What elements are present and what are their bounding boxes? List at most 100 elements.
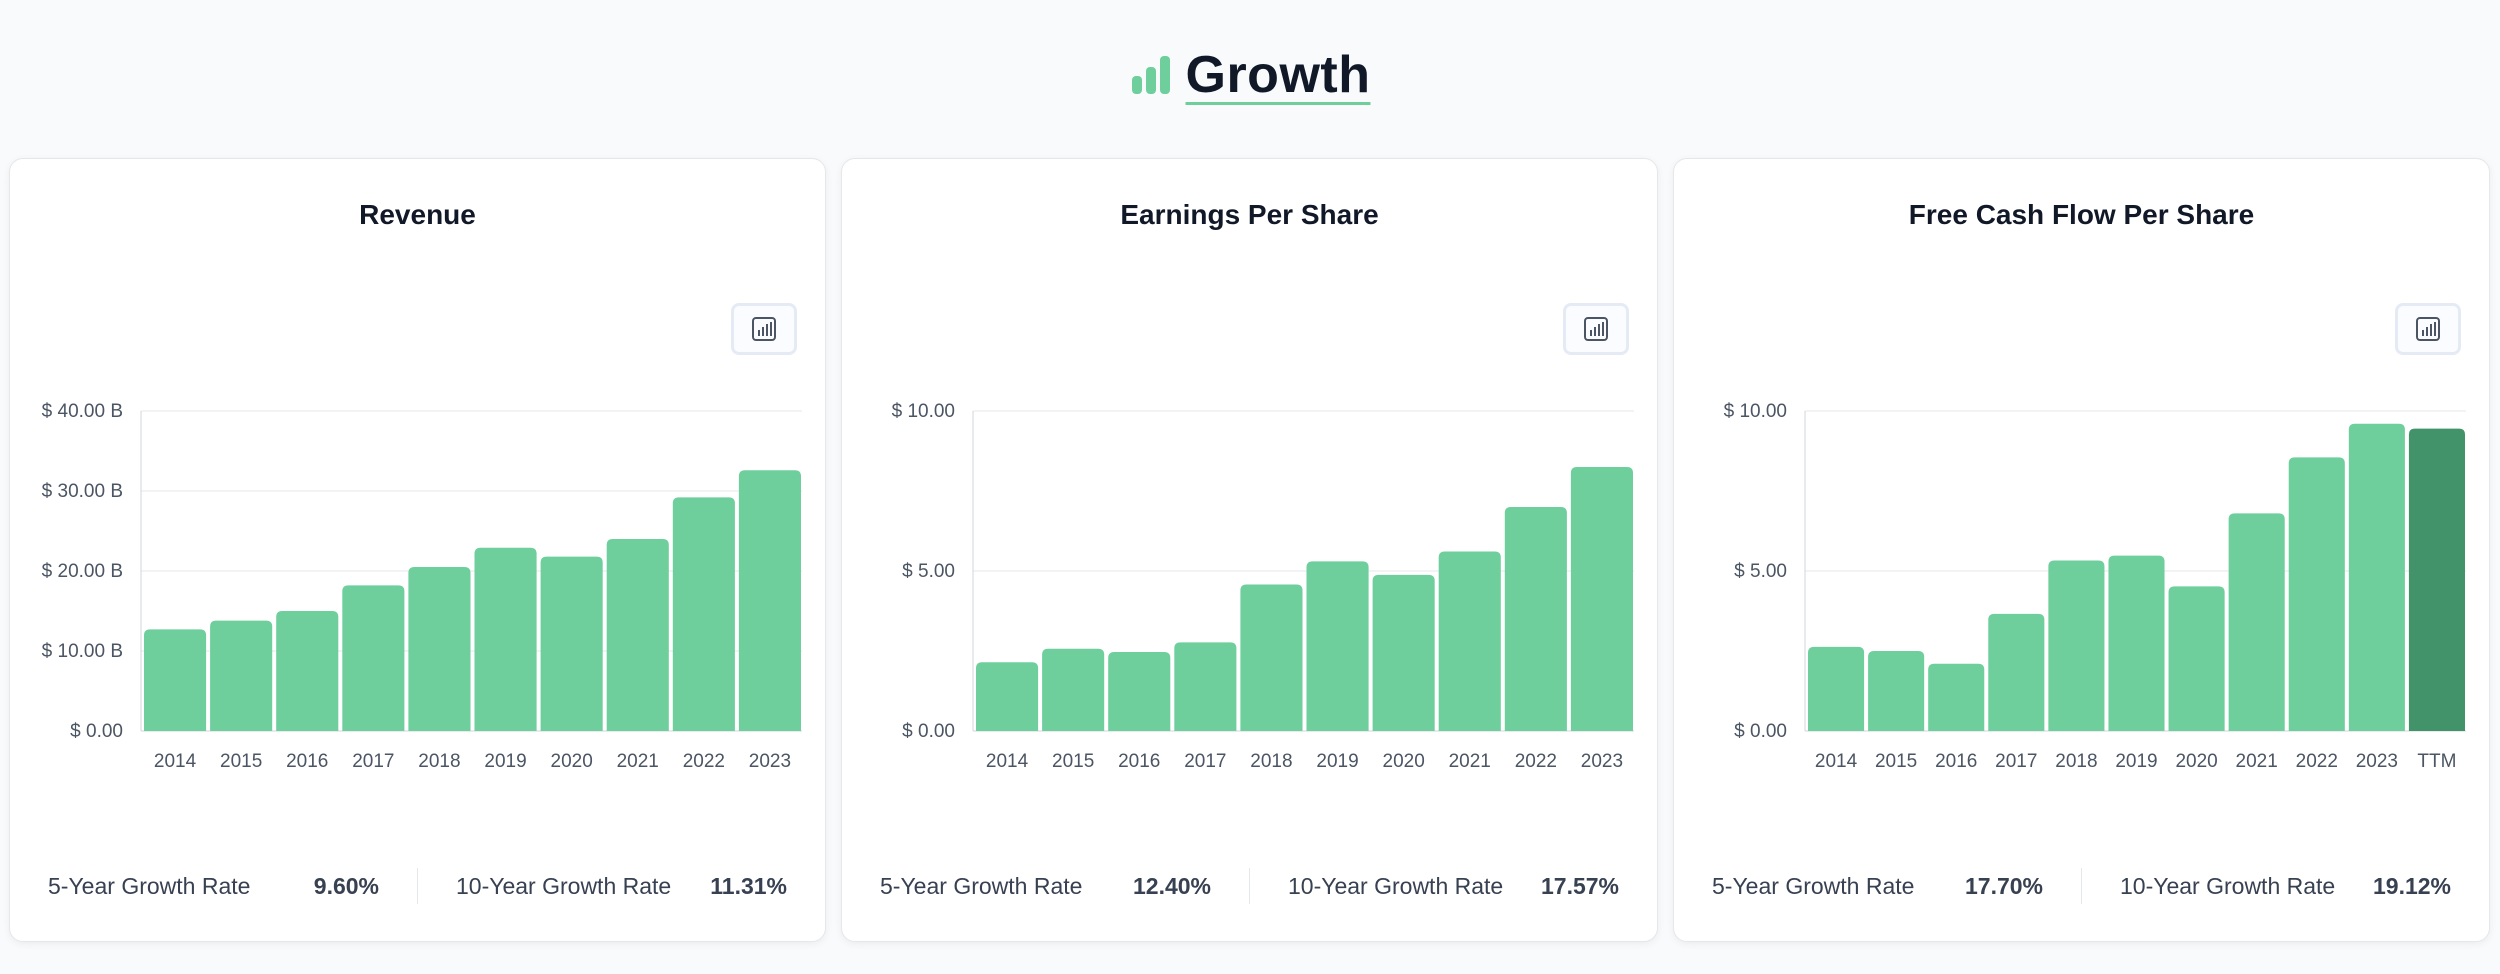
card-eps: Earnings Per Share $ 0.00 $ 5.00 $ 10.00 20… <box>841 158 1658 942</box>
x-tick-label: 2017 <box>1184 751 1226 772</box>
x-tick-label: 2014 <box>1815 751 1858 772</box>
chart-view-button[interactable] <box>1563 303 1629 355</box>
five-year-label: 5-Year Growth Rate <box>1712 872 1915 899</box>
bar-2017[interactable] <box>1988 613 2045 731</box>
x-tick-label: 2023 <box>2356 751 2398 772</box>
bar-2020[interactable] <box>1372 574 1435 731</box>
revenue-chart: $ 0.00 $ 10.00 B $ 20.00 B $ 30.00 B $ 40.00… <box>42 401 802 772</box>
y-tick-label: $ 30.00 B <box>42 481 123 502</box>
bar-2017[interactable] <box>1174 642 1237 731</box>
bar-2018[interactable] <box>1240 584 1303 731</box>
divider <box>2081 868 2082 904</box>
five-year-label: 5-Year Growth Rate <box>48 872 251 899</box>
x-tick-label: TTM <box>2417 751 2456 772</box>
bar-2014[interactable] <box>976 662 1039 731</box>
bar-2015[interactable] <box>210 620 273 731</box>
chart-view-button[interactable] <box>731 303 797 355</box>
divider <box>1249 868 1250 904</box>
divider <box>417 868 418 904</box>
ten-year-value: 19.12% <box>2372 872 2451 899</box>
bar-2016[interactable] <box>1108 651 1171 731</box>
bar-TTM[interactable] <box>2408 428 2465 731</box>
x-tick-label: 2021 <box>2236 751 2278 772</box>
bar-2014[interactable] <box>144 629 207 731</box>
y-tick-label: $ 10.00 <box>892 401 955 422</box>
bar-chart-icon <box>1584 317 1608 341</box>
bar-2019[interactable] <box>2108 555 2165 731</box>
card-title: Earnings Per Share <box>1120 199 1379 230</box>
x-tick-label: 2020 <box>1383 751 1425 772</box>
bar-2023[interactable] <box>1570 467 1633 731</box>
ten-year-rate: 10-Year Growth Rate 17.57% <box>1250 873 1657 900</box>
bar-2021[interactable] <box>2228 513 2285 731</box>
x-tick-label: 2015 <box>220 751 262 772</box>
bar-2018[interactable] <box>408 567 471 731</box>
growth-rates: 5-Year Growth Rate 9.60% 10-Year Growth … <box>10 831 825 941</box>
x-tick-label: 2016 <box>1935 751 1977 772</box>
page-header: Growth <box>0 0 2500 150</box>
bar-2014[interactable] <box>1808 646 1865 731</box>
x-tick-label: 2020 <box>551 751 593 772</box>
bar-2019[interactable] <box>474 547 537 731</box>
x-tick-label: 2021 <box>1449 751 1491 772</box>
eps-chart: $ 0.00 $ 5.00 $ 10.00 2014 2015 2016 2017 2018 2… <box>892 401 1634 772</box>
bar-2016[interactable] <box>276 611 339 731</box>
y-tick-label: $ 20.00 B <box>42 561 123 582</box>
x-tick-label: 2022 <box>683 751 725 772</box>
bar-2019[interactable] <box>1306 561 1369 731</box>
bar-2015[interactable] <box>1868 651 1925 731</box>
five-year-label: 5-Year Growth Rate <box>880 872 1083 899</box>
five-year-value: 9.60% <box>313 872 379 899</box>
x-tick-label: 2015 <box>1052 751 1094 772</box>
ten-year-label: 10-Year Growth Rate <box>1288 872 1504 899</box>
x-tick-label: 2017 <box>352 751 394 772</box>
bar-2021[interactable] <box>1438 551 1501 731</box>
five-year-value: 17.70% <box>1964 872 2043 899</box>
bar-2023[interactable] <box>2348 423 2405 731</box>
x-tick-label: 2023 <box>749 751 791 772</box>
x-tick-label: 2023 <box>1581 751 1623 772</box>
bar-2021[interactable] <box>606 539 669 731</box>
growth-rates: 5-Year Growth Rate 12.40% 10-Year Growth… <box>842 831 1657 941</box>
ten-year-rate: 10-Year Growth Rate 19.12% <box>2082 873 2489 900</box>
chart-view-button[interactable] <box>2395 303 2461 355</box>
ten-year-label: 10-Year Growth Rate <box>2120 872 2336 899</box>
bar-2022[interactable] <box>1504 507 1567 731</box>
bar-2022[interactable] <box>672 497 735 731</box>
card-title: Revenue <box>359 199 476 230</box>
growth-rates: 5-Year Growth Rate 17.70% 10-Year Growth… <box>1674 831 2489 941</box>
x-tick-label: 2018 <box>2055 751 2097 772</box>
page-title: Growth <box>1185 46 1371 104</box>
bar-2022[interactable] <box>2288 457 2345 731</box>
card-revenue: Revenue $ 0.00 $ 10.00 B $ 20.00 B $ 30.00 … <box>9 158 826 942</box>
ten-year-value: 11.31% <box>710 872 787 899</box>
bar-chart-icon <box>1131 56 1170 94</box>
bar-2023[interactable] <box>738 470 801 731</box>
y-tick-label: $ 10.00 B <box>42 641 123 662</box>
five-year-value: 12.40% <box>1132 872 1211 899</box>
x-tick-label: 2018 <box>1250 751 1292 772</box>
x-tick-label: 2014 <box>154 751 197 772</box>
ten-year-rate: 10-Year Growth Rate 11.31% <box>418 873 825 900</box>
ten-year-label: 10-Year Growth Rate <box>456 872 672 899</box>
bar-2018[interactable] <box>2048 560 2105 731</box>
x-tick-label: 2016 <box>1118 751 1160 772</box>
x-tick-label: 2017 <box>1995 751 2037 772</box>
title-wrap: Growth <box>1130 45 1371 105</box>
y-tick-label: $ 0.00 <box>902 721 955 742</box>
y-tick-label: $ 0.00 <box>1734 721 1787 742</box>
x-tick-label: 2020 <box>2175 751 2217 772</box>
x-tick-label: 2022 <box>1515 751 1557 772</box>
bar-2020[interactable] <box>540 556 603 731</box>
fcf-chart: $ 0.00 $ 5.00 $ 10.00 2014 2015 2016 2017 2018 2… <box>1724 401 2466 772</box>
x-tick-label: 2015 <box>1875 751 1917 772</box>
y-tick-label: $ 5.00 <box>1734 561 1787 582</box>
bar-2016[interactable] <box>1928 663 1985 731</box>
bar-2015[interactable] <box>1042 648 1105 731</box>
bar-2017[interactable] <box>342 585 405 731</box>
bar-2020[interactable] <box>2168 586 2225 731</box>
five-year-rate: 5-Year Growth Rate 17.70% <box>1674 873 2081 900</box>
x-tick-label: 2022 <box>2296 751 2338 772</box>
y-tick-label: $ 5.00 <box>902 561 955 582</box>
x-tick-label: 2018 <box>418 751 460 772</box>
